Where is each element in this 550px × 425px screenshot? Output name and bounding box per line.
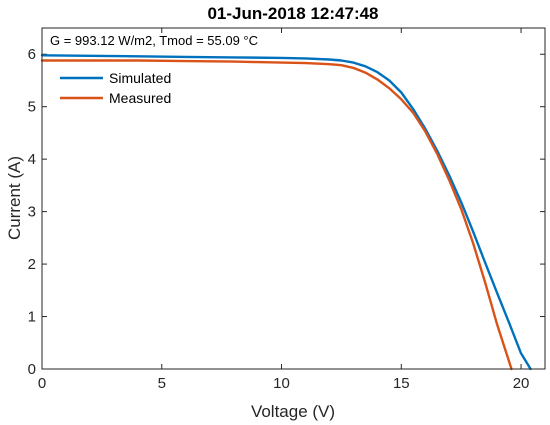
legend-label-simulated: Simulated	[109, 70, 171, 86]
y-tick-label: 3	[28, 204, 36, 221]
x-tick-label: 10	[273, 375, 290, 392]
legend: Simulated Measured	[60, 70, 171, 106]
x-tick-label: 0	[38, 375, 46, 392]
y-tick-label: 6	[28, 46, 36, 63]
y-axis-ticks: 0 1 2 3 4 5 6	[28, 46, 545, 378]
legend-label-measured: Measured	[109, 90, 171, 106]
x-tick-label: 20	[513, 375, 530, 392]
y-tick-label: 5	[28, 99, 36, 116]
series-line-simulated	[40, 54, 532, 371]
plot-frame	[41, 27, 546, 370]
x-axis-label: Voltage (V)	[251, 402, 335, 421]
x-tick-label: 15	[393, 375, 410, 392]
series-line-measured	[40, 59, 513, 371]
y-tick-label: 2	[28, 256, 36, 273]
y-tick-label: 0	[28, 361, 36, 378]
y-tick-label: 4	[28, 151, 36, 168]
chart-title: 01-Jun-2018 12:47:48	[207, 4, 378, 23]
series-layer	[40, 54, 532, 371]
x-tick-label: 5	[158, 375, 166, 392]
y-axis-label: Current (A)	[5, 156, 24, 240]
plot-area	[42, 28, 545, 369]
conditions-annotation: G = 993.12 W/m2, Tmod = 55.09 °C	[50, 33, 258, 48]
y-tick-label: 1	[28, 309, 36, 326]
